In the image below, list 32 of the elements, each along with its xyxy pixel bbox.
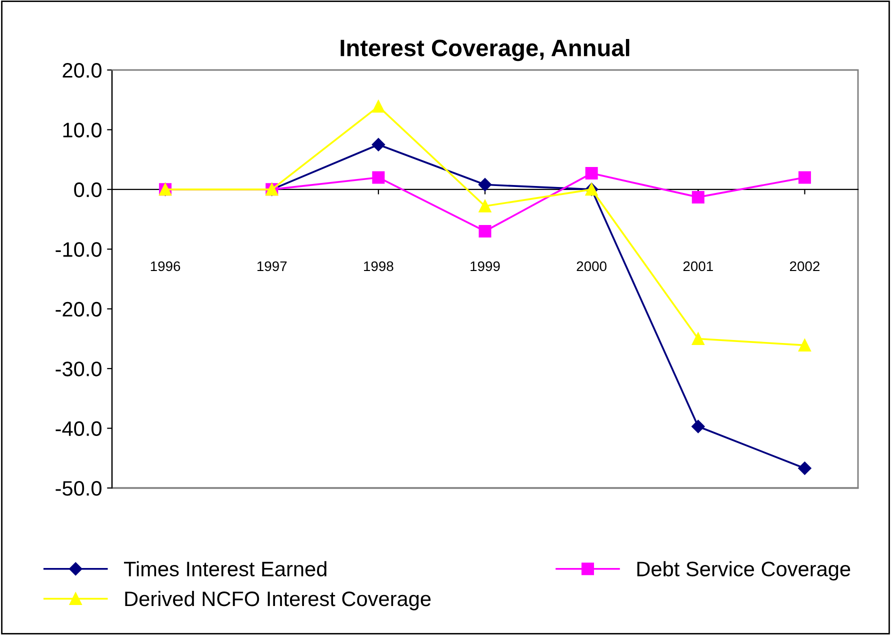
x-tick-label: 2001 [683, 261, 713, 272]
x-tick-label: 1996 [150, 261, 180, 272]
legend-label: Times Interest Earned [124, 561, 326, 576]
y-tick-label: -50.0 [56, 481, 102, 496]
point [798, 462, 812, 475]
y-tick-label: 20.0 [62, 63, 102, 78]
point [372, 138, 386, 152]
point [585, 167, 598, 180]
point [692, 420, 705, 434]
x-tick-label: 1999 [470, 261, 500, 272]
point [798, 339, 811, 352]
point [478, 224, 492, 238]
y-tick-label: -30.0 [56, 362, 102, 376]
x-tick-label: 2000 [576, 261, 606, 272]
point [478, 200, 492, 212]
y-tick-label: -20.0 [56, 302, 102, 317]
point [478, 178, 492, 192]
point [692, 190, 704, 204]
y-tick-label: 0.0 [74, 182, 102, 198]
x-tick-label: 1997 [257, 261, 287, 272]
x-tick-label: 2002 [790, 261, 820, 272]
point [692, 332, 704, 345]
point [372, 100, 385, 113]
y-tick-label: -40.0 [56, 421, 102, 436]
chart-title: Interest Coverage, Annual [340, 39, 630, 62]
legend-label: Derived NCFO Interest Coverage [125, 590, 431, 610]
y-tick-label: 10.0 [63, 122, 102, 138]
point [372, 171, 385, 184]
y-tick-label: -10.0 [56, 242, 102, 257]
point [798, 171, 811, 184]
legend-label: Debt Service Coverage [637, 561, 850, 581]
x-tick-label: 1998 [364, 261, 394, 272]
